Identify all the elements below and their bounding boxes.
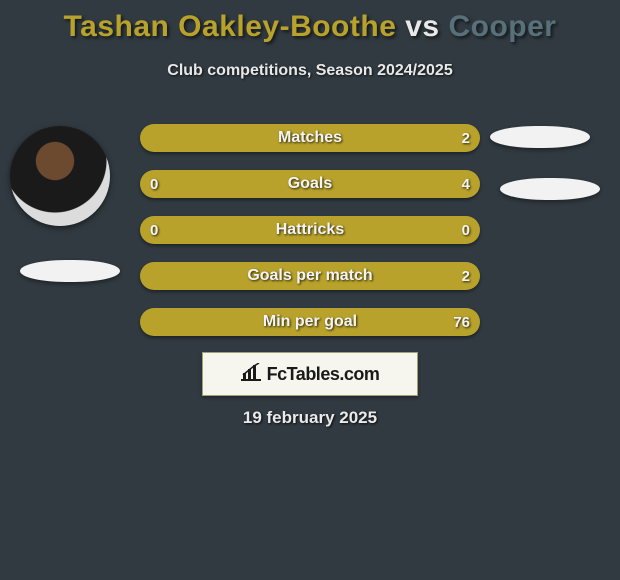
- stat-row: Goals0 4: [140, 170, 480, 198]
- stat-value-right: 2: [462, 124, 470, 152]
- title-vs: vs: [405, 10, 439, 43]
- stat-label: Goals per match: [140, 262, 480, 290]
- player2-name-pill: [500, 178, 600, 200]
- comparison-bars: Matches2Goals04Hattricks00Goals per matc…: [140, 124, 480, 354]
- stat-value-left: 0: [150, 216, 158, 244]
- stat-label: Hattricks: [140, 216, 480, 244]
- stat-row: Goals per match2: [140, 262, 480, 290]
- stat-row: Hattricks0 0: [140, 216, 480, 244]
- stat-label: Goals: [140, 170, 480, 198]
- chart-icon: [241, 363, 261, 386]
- page-title: Tashan Oakley-Boothe vs Cooper: [0, 10, 620, 44]
- player2-avatar-pill: [490, 126, 590, 148]
- stat-value-right: 2: [462, 262, 470, 290]
- stat-label: Min per goal: [140, 308, 480, 336]
- stat-value-right: 0: [462, 216, 470, 244]
- stat-row: Min per goal76: [140, 308, 480, 336]
- title-player2: Cooper: [448, 10, 556, 43]
- date-label: 19 february 2025: [0, 408, 620, 428]
- subtitle: Club competitions, Season 2024/2025: [0, 62, 620, 80]
- stat-label: Matches: [140, 124, 480, 152]
- branding-box[interactable]: FcTables.com: [202, 352, 418, 396]
- stat-value-right: 4: [462, 170, 470, 198]
- stat-value-right: 76: [453, 308, 470, 336]
- title-player1: Tashan Oakley-Boothe: [64, 10, 397, 43]
- player1-avatar: [10, 126, 110, 226]
- branding-text: FcTables.com: [267, 364, 380, 385]
- stat-value-left: 0: [150, 170, 158, 198]
- stat-row: Matches2: [140, 124, 480, 152]
- player1-name-pill: [20, 260, 120, 282]
